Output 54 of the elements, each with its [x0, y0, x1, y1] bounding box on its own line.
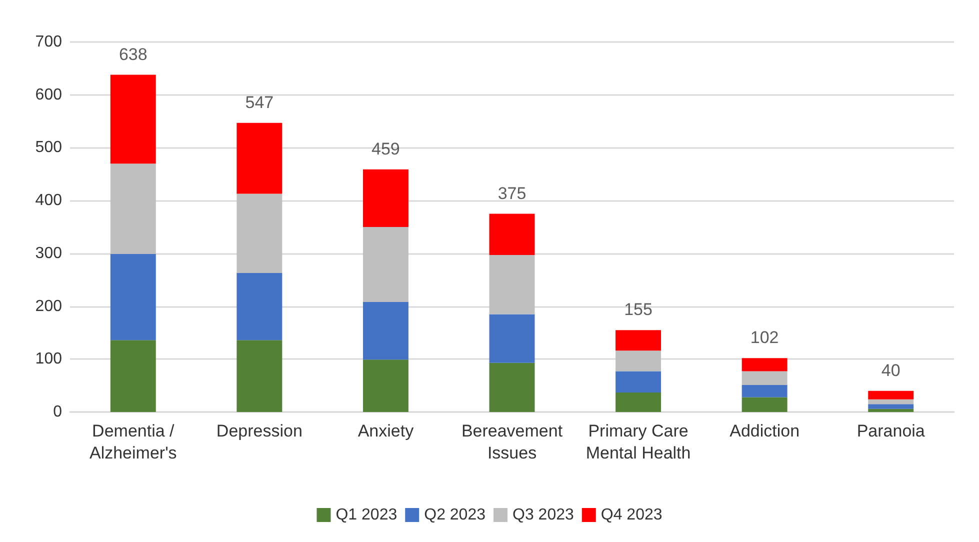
- bar: [362, 169, 408, 227]
- x-tick-label: Primary Care Mental Health: [586, 422, 691, 462]
- x-tick-label: Anxiety: [358, 422, 414, 440]
- x-tick-label: Addiction: [730, 422, 800, 440]
- y-tick-label: 300: [35, 244, 62, 262]
- legend-label: Q3 2023: [512, 506, 574, 524]
- total-label: 102: [750, 328, 779, 348]
- y-tick-label: 100: [35, 350, 62, 368]
- bar: [742, 371, 788, 386]
- bar: [616, 330, 662, 351]
- bar: [868, 390, 914, 400]
- y-tick-label: 500: [35, 139, 62, 156]
- bar: [236, 272, 282, 340]
- total-label: 40: [881, 360, 900, 380]
- y-tick-label: 600: [35, 86, 62, 104]
- bar: [616, 371, 662, 392]
- bar: [236, 122, 282, 194]
- x-tick-label: Dementia / Alzheimer's: [89, 422, 177, 462]
- x-tick-label: Paranoia: [856, 422, 926, 440]
- bar: [236, 194, 282, 273]
- bar: [489, 314, 535, 363]
- bar: [489, 214, 535, 256]
- bar: [489, 255, 535, 314]
- y-tick-label: 200: [35, 298, 62, 315]
- bar: [616, 350, 662, 372]
- bar: [616, 392, 662, 412]
- total-label: 547: [245, 92, 274, 112]
- total-label: 638: [118, 44, 148, 64]
- legend-label: Q1 2023: [336, 506, 398, 524]
- legend-label: Q4 2023: [600, 506, 662, 524]
- bar: [742, 385, 788, 398]
- legend-label: Q2 2023: [424, 506, 486, 524]
- y-tick-label: 400: [35, 192, 62, 210]
- bar: [110, 74, 156, 164]
- y-tick-label: 700: [35, 34, 62, 50]
- bar: [868, 399, 914, 404]
- x-tick-label: Bereavement Issues: [461, 422, 563, 462]
- y-tick-label: 0: [53, 404, 62, 420]
- bar: [362, 227, 408, 302]
- bar: [742, 358, 788, 372]
- total-label: 155: [624, 300, 652, 320]
- bar: [362, 360, 408, 412]
- bar: [236, 340, 282, 412]
- total-label: 375: [498, 184, 526, 203]
- total-label: 459: [372, 139, 400, 158]
- bar: [868, 408, 914, 412]
- bar: [868, 404, 914, 409]
- bar: [110, 340, 156, 412]
- bar: [110, 254, 156, 340]
- bar: [110, 164, 156, 254]
- bar: [742, 397, 788, 412]
- x-tick-label: Depression: [216, 422, 302, 440]
- bar: [362, 302, 408, 360]
- bar: [489, 362, 535, 412]
